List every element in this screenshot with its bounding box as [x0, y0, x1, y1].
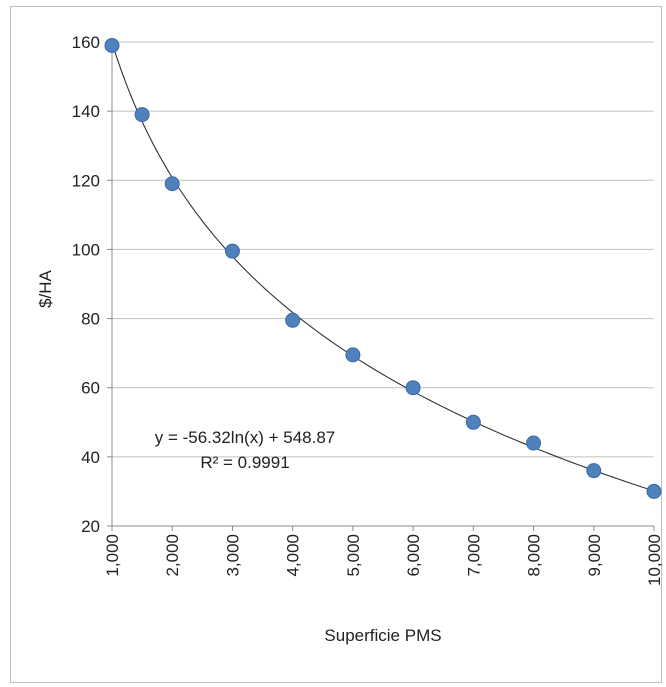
- y-tick-label-80: 80: [81, 310, 100, 329]
- x-tick-labels: 1,000 2,000 3,000 4,000 5,000 6,000 7,000 8,000…: [103, 534, 663, 586]
- chart-svg: 20 40 60 80 100 120 140 160 1,000 2,000 3,000 4,00…: [36, 33, 663, 645]
- x-tick-label-8000: 8,000: [525, 534, 544, 577]
- data-point-5: [345, 347, 361, 363]
- x-tick-label-4000: 4,000: [284, 534, 303, 577]
- y-axis-title: $/HA: [36, 269, 55, 307]
- data-point-1: [134, 107, 150, 123]
- chart-frame: 20 40 60 80 100 120 140 160 1,000 2,000 3,000 4,00…: [10, 6, 663, 683]
- data-point-8: [526, 435, 542, 451]
- x-tick-label-1000: 1,000: [103, 534, 122, 577]
- axes: [107, 41, 655, 531]
- data-point-7: [465, 414, 481, 430]
- y-tick-label-40: 40: [81, 448, 100, 467]
- y-tick-label-160: 160: [72, 33, 100, 52]
- x-tick-label-5000: 5,000: [344, 534, 363, 577]
- data-point-10: [646, 483, 662, 499]
- data-point-3: [224, 243, 240, 259]
- data-point-9: [586, 463, 602, 479]
- data-point-4: [285, 312, 301, 328]
- x-tick-label-7000: 7,000: [464, 534, 483, 577]
- trendline-r-squared: R² = 0.9991: [200, 453, 289, 472]
- data-point-2: [164, 176, 180, 192]
- x-tick-label-6000: 6,000: [404, 534, 423, 577]
- trendline-curve: [111, 42, 655, 492]
- x-tick-label-9000: 9,000: [585, 534, 604, 577]
- data-point-6: [405, 380, 421, 396]
- data-points: [104, 37, 662, 499]
- y-tick-label-140: 140: [72, 102, 100, 121]
- trendline-equation: y = -56.32ln(x) + 548.87: [155, 428, 336, 447]
- y-tick-label-120: 120: [72, 171, 100, 190]
- x-tick-label-2000: 2,000: [163, 534, 182, 577]
- y-tick-label-20: 20: [81, 517, 100, 536]
- y-tick-label-60: 60: [81, 379, 100, 398]
- gridlines: [112, 41, 654, 458]
- x-tick-label-10000: 10,000: [645, 534, 663, 586]
- y-tick-label-100: 100: [72, 240, 100, 259]
- x-tick-label-3000: 3,000: [223, 534, 242, 577]
- x-axis-title: Superficie PMS: [324, 626, 441, 645]
- trendline: [111, 42, 655, 492]
- data-point-0: [104, 37, 120, 53]
- y-tick-labels: 20 40 60 80 100 120 140 160: [72, 33, 100, 536]
